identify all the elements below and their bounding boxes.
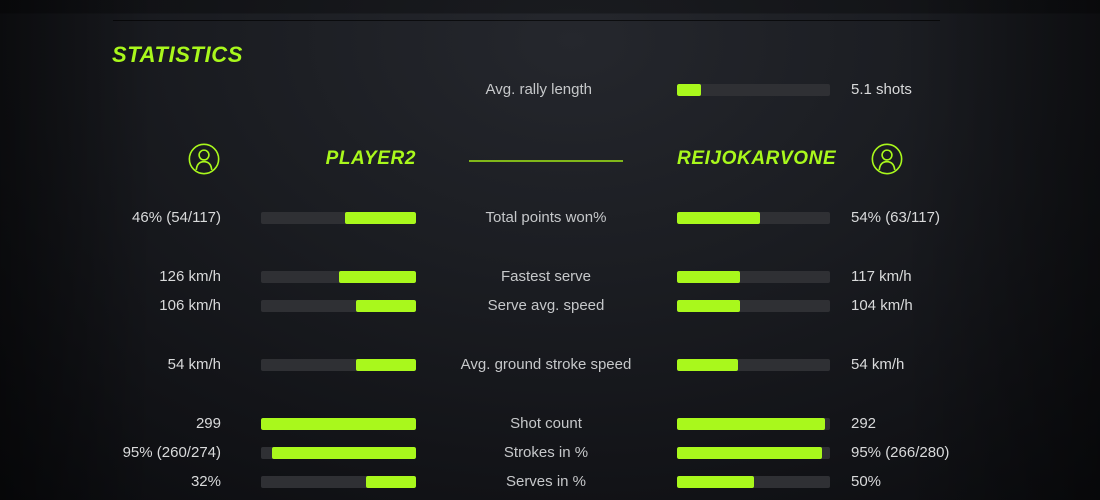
right-player-bar-fill [677,212,760,224]
right-player-value: 95% (266/280) [851,444,950,461]
stat-label: Shot count [510,415,582,432]
stat-label: Strokes in % [503,444,589,461]
left-player-value: 54 km/h [167,356,221,373]
right-player-bar-fill [677,300,740,312]
left-player-bar-fill [344,212,416,224]
left-player-bar [261,359,416,371]
left-player-value: 126 km/h [159,268,221,285]
stat-label: Serves in % [505,473,587,490]
avg-rally-length-bar [677,84,830,96]
left-player-value: 95% (260/274) [122,444,221,461]
stat-label: Avg. ground stroke speed [460,356,632,373]
right-player-bar [677,271,830,283]
left-player-value: 106 km/h [159,297,221,314]
right-player-bar-fill [677,447,823,459]
left-player-bar [261,476,416,488]
page-title: STATISTICS [112,42,244,67]
right-player-value: 50% [851,473,882,490]
stat-row-fastest-serve: 126 km/h Fastest serve 117 km/h [0,265,1100,289]
left-player-bar-fill [338,271,416,283]
stat-row-serve-avg-speed: 106 km/h Serve avg. speed 104 km/h [0,294,1100,318]
stat-label: Fastest serve [500,268,592,285]
left-player-value: 32% [190,473,221,490]
stat-label: Serve avg. speed [487,297,605,314]
right-player-bar [677,212,830,224]
right-player-bar [677,476,830,488]
right-player-bar-fill [677,476,754,488]
stat-row-strokes-in-pct: 95% (260/274) Strokes in % 95% (266/280) [0,441,1100,465]
right-player-value: 292 [851,415,877,432]
stat-row-shot-count: 299 Shot count 292 [0,412,1100,436]
right-player-avatar-icon [871,143,903,175]
avg-rally-length-label: Avg. rally length [485,81,592,98]
right-player-bar [677,418,830,430]
left-player-bar-fill [355,300,416,312]
right-player-bar-fill [677,418,826,430]
stat-label: Total points won% [485,209,607,226]
left-player-value: 299 [195,415,221,432]
right-player-bar-fill [677,271,740,283]
left-player-avatar-icon [188,143,220,175]
stat-row-total-points-won: 46% (54/117) Total points won% 54% (63/1… [0,206,1100,230]
left-player-name: PLAYER2 [325,148,416,169]
players-header-row: PLAYER2 REIJOKARVONE [0,142,1100,176]
stat-row-serves-in-pct: 32% Serves in % 50% [0,470,1100,494]
left-player-bar [261,418,416,430]
left-player-bar [261,212,416,224]
right-player-value: 54% (63/117) [851,209,940,226]
players-divider-line [469,160,623,162]
right-player-bar [677,447,830,459]
right-player-name: REIJOKARVONE [677,148,837,169]
right-player-bar [677,300,830,312]
left-player-bar [261,271,416,283]
right-player-value: 117 km/h [851,268,912,285]
left-player-value: 46% (54/117) [132,209,221,226]
left-player-bar-fill [355,359,416,371]
right-player-value: 104 km/h [851,297,913,314]
right-player-bar-fill [677,359,739,371]
avg-rally-length-row: Avg. rally length 5.1 shots [0,78,1100,102]
avg-rally-length-bar-fill [677,84,702,96]
left-player-bar-fill [271,447,416,459]
left-player-bar-fill [261,418,416,430]
right-player-bar [677,359,830,371]
top-divider-line [113,20,940,21]
left-player-bar [261,300,416,312]
avg-rally-length-value: 5.1 shots [851,81,912,98]
left-player-bar-fill [366,476,416,488]
stat-row-avg-ground-stroke-speed: 54 km/h Avg. ground stroke speed 54 km/h [0,353,1100,377]
left-player-bar [261,447,416,459]
right-player-value: 54 km/h [851,356,905,373]
